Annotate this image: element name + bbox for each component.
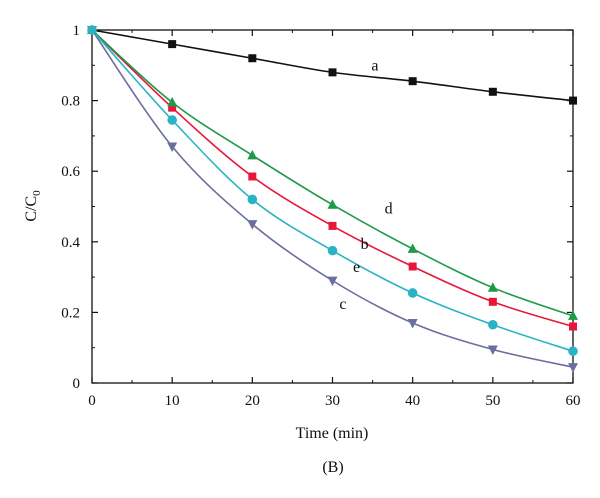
data-point-e <box>247 194 258 205</box>
x-axis-title: Time (min) <box>296 425 369 442</box>
data-point-d <box>327 199 338 209</box>
y-tick-label: 0.8 <box>61 94 80 110</box>
series-line-c <box>91 29 574 368</box>
data-point-e <box>407 288 418 298</box>
x-tick-label: 50 <box>485 393 500 409</box>
data-point-a <box>488 87 497 96</box>
y-tick-label: 0.4 <box>61 235 80 251</box>
x-tick-label: 30 <box>325 393 340 409</box>
series-line-a <box>91 29 574 102</box>
x-tick-label: 60 <box>566 393 581 409</box>
data-point-c <box>327 276 338 287</box>
series-label-a: a <box>371 58 378 75</box>
data-point-a <box>408 77 417 86</box>
series-labels: a d be c <box>339 58 392 313</box>
data-point-e <box>167 115 177 125</box>
x-tick-labels: 0 10 20 30 40 50 60 <box>88 393 580 409</box>
series-label-d: d <box>385 201 393 218</box>
data-point-d <box>167 96 178 107</box>
y-axis-title: C/C0 <box>23 190 43 222</box>
data-point-c <box>167 142 178 152</box>
y-axis-title-subscript: 0 <box>31 190 43 196</box>
data-point-b <box>168 103 177 112</box>
data-point-d <box>247 149 258 160</box>
data-point-a <box>168 40 177 49</box>
data-point-e <box>327 245 338 256</box>
series-markers <box>87 24 578 373</box>
data-point-b <box>248 172 257 181</box>
series-line-e <box>91 29 574 352</box>
data-point-c <box>247 220 258 230</box>
data-point-d <box>407 243 418 253</box>
x-tick-label: 40 <box>405 393 420 409</box>
x-tick-label: 20 <box>245 393 260 409</box>
data-point-e <box>568 346 578 357</box>
data-point-b <box>408 262 417 271</box>
y-tick-label: 0.6 <box>61 164 80 180</box>
data-point-b <box>328 221 337 230</box>
y-tick-labels: 0 0.2 0.4 0.6 0.8 1 <box>61 23 80 392</box>
data-point-d <box>487 282 498 292</box>
series-lines <box>91 29 574 368</box>
series-label-b: b <box>361 236 369 253</box>
data-point-e <box>488 319 498 330</box>
data-point-d <box>568 310 578 320</box>
y-tick-label: 0.2 <box>61 305 80 321</box>
series-label-e: e <box>353 259 360 276</box>
data-point-c <box>407 318 418 329</box>
data-point-a <box>248 54 257 63</box>
x-tick-label: 10 <box>165 393 180 409</box>
data-point-b <box>569 322 577 331</box>
data-point-a <box>328 68 337 77</box>
chart-caption: (B) <box>322 459 343 476</box>
y-tick-label: 1 <box>73 23 81 39</box>
x-tick-label: 0 <box>88 393 96 409</box>
data-point-a <box>569 96 577 105</box>
y-tick-label: 0 <box>73 376 81 392</box>
series-label-c: c <box>339 296 346 313</box>
data-point-b <box>488 297 497 306</box>
data-point-c <box>568 363 578 373</box>
data-point-e <box>87 25 97 35</box>
data-point-c <box>487 345 498 355</box>
y-axis-title-main: C/C <box>23 196 40 222</box>
